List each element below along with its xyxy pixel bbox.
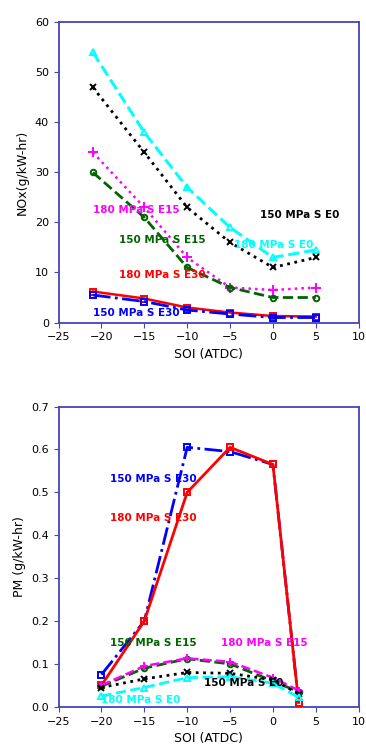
Text: 180 MPa S E30: 180 MPa S E30 [110, 513, 197, 523]
Text: 180 MPa S E15: 180 MPa S E15 [93, 205, 179, 215]
Text: 150 MPa S E0: 150 MPa S E0 [204, 678, 284, 687]
Text: 150 MPa S E30: 150 MPa S E30 [110, 475, 197, 484]
X-axis label: SOI (ATDC): SOI (ATDC) [174, 347, 243, 361]
Text: 150 MPa S E15: 150 MPa S E15 [110, 638, 197, 648]
Text: 150 MPa S E30: 150 MPa S E30 [93, 307, 179, 318]
Text: 150 MPa S E0: 150 MPa S E0 [260, 210, 339, 220]
Text: 150 MPa S E15: 150 MPa S E15 [119, 235, 205, 245]
Text: 180 MPa S E30: 180 MPa S E30 [119, 270, 205, 280]
X-axis label: SOI (ATDC): SOI (ATDC) [174, 732, 243, 744]
Text: 180 MPa S E0: 180 MPa S E0 [234, 240, 314, 250]
Y-axis label: PM (g/kW-hr): PM (g/kW-hr) [12, 516, 26, 597]
Y-axis label: NOx(g/kW-hr): NOx(g/kW-hr) [16, 129, 29, 215]
Text: 180 MPa S E0: 180 MPa S E0 [101, 695, 181, 705]
Text: 180 MPa S E15: 180 MPa S E15 [221, 638, 308, 648]
